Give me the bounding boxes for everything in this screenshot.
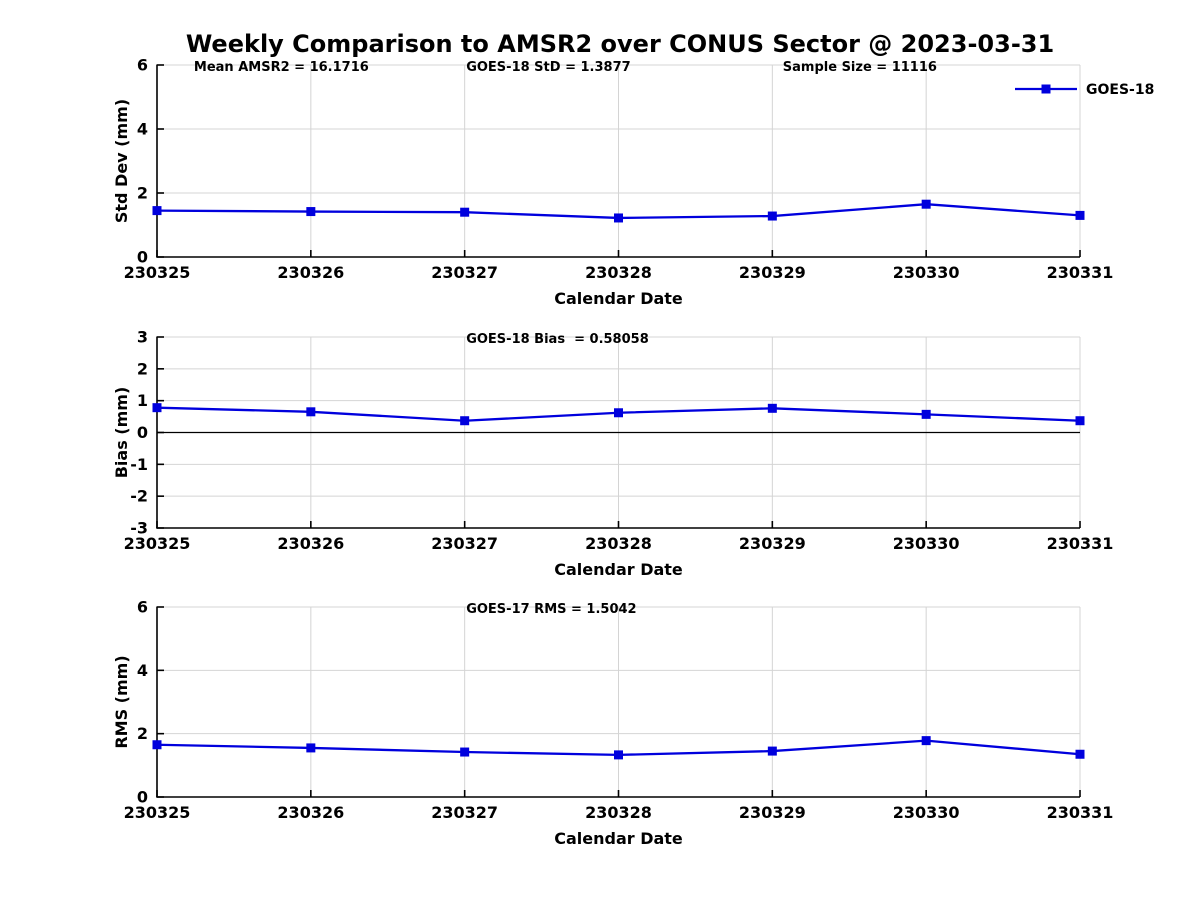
- y-axis-label: Bias (mm): [112, 387, 131, 479]
- plot-annotation: GOES-17 RMS = 1.5042: [466, 602, 636, 617]
- data-point-marker: [152, 403, 162, 413]
- data-point-marker: [1075, 749, 1085, 759]
- plot-annotation: Sample Size = 11116: [783, 60, 937, 75]
- y-tick-label: 3: [137, 328, 148, 347]
- data-point-marker: [152, 740, 162, 750]
- x-tick-label: 230330: [893, 263, 960, 282]
- data-point-marker: [921, 409, 931, 419]
- data-point-marker: [614, 408, 623, 418]
- plot-annotation: Mean AMSR2 = 16.1716: [194, 60, 369, 75]
- y-tick-label: 1: [137, 391, 148, 410]
- data-point-marker: [614, 213, 623, 223]
- x-tick-label: 230326: [277, 263, 344, 282]
- legend-label: GOES-18: [1086, 82, 1154, 98]
- data-point-marker: [306, 207, 316, 217]
- y-tick-label: 0: [137, 788, 148, 807]
- x-tick-label: 230328: [585, 803, 652, 822]
- x-tick-label: 230325: [124, 263, 191, 282]
- data-point-marker: [306, 407, 316, 417]
- x-tick-label: 230331: [1047, 263, 1114, 282]
- y-axis-label: RMS (mm): [112, 655, 131, 748]
- subplot-std-dev-mm-: 0 2 4 6 230325 230326 230327 230328 230329 230330…: [112, 56, 1154, 309]
- y-tick-label: 6: [137, 56, 148, 75]
- chart-title: Weekly Comparison to AMSR2 over CONUS Se…: [185, 30, 1055, 58]
- x-axis-label: Calendar Date: [554, 289, 683, 308]
- x-tick-label: 230330: [893, 534, 960, 553]
- y-tick-label: -1: [130, 455, 148, 474]
- data-point-marker: [767, 746, 777, 756]
- x-tick-label: 230325: [124, 803, 191, 822]
- y-tick-label: 4: [137, 120, 148, 139]
- data-point-marker: [1075, 210, 1085, 220]
- x-tick-label: 230326: [277, 803, 344, 822]
- x-tick-label: 230329: [739, 263, 806, 282]
- plot-annotation: GOES-18 StD = 1.3877: [466, 60, 630, 75]
- x-tick-label: 230327: [431, 803, 498, 822]
- y-tick-label: 2: [137, 724, 148, 743]
- x-tick-label: 230329: [739, 534, 806, 553]
- data-point-marker: [921, 199, 931, 209]
- data-point-marker: [767, 211, 777, 221]
- legend-marker: [1041, 84, 1051, 94]
- y-tick-label: 4: [137, 661, 148, 680]
- x-axis-label: Calendar Date: [554, 829, 683, 848]
- x-tick-label: 230331: [1047, 534, 1114, 553]
- y-tick-label: -2: [130, 487, 148, 506]
- y-tick-label: 0: [137, 248, 148, 267]
- y-tick-label: 0: [137, 423, 148, 442]
- y-axis-label: Std Dev (mm): [112, 99, 131, 223]
- data-point-marker: [1075, 416, 1085, 426]
- data-point-marker: [460, 416, 470, 426]
- x-tick-label: 230328: [585, 263, 652, 282]
- subplot-bias-mm-: -3 -2 -1 0 1 2 3 230325 230326 230327 230328 230329…: [112, 328, 1113, 580]
- y-tick-label: 2: [137, 359, 148, 378]
- data-point-marker: [767, 403, 777, 413]
- x-tick-label: 230329: [739, 803, 806, 822]
- x-tick-label: 230331: [1047, 803, 1114, 822]
- x-tick-label: 230325: [124, 534, 191, 553]
- data-point-marker: [460, 207, 470, 217]
- x-tick-label: 230330: [893, 803, 960, 822]
- x-axis-label: Calendar Date: [554, 560, 683, 579]
- data-point-marker: [306, 743, 316, 753]
- data-point-marker: [614, 750, 623, 760]
- x-tick-label: 230327: [431, 534, 498, 553]
- x-tick-label: 230327: [431, 263, 498, 282]
- data-point-marker: [152, 206, 162, 216]
- y-tick-label: 6: [137, 598, 148, 617]
- data-point-marker: [921, 736, 931, 746]
- x-tick-label: 230326: [277, 534, 344, 553]
- y-tick-label: 2: [137, 184, 148, 203]
- plot-annotation: GOES-18 Bias = 0.58058: [466, 332, 649, 347]
- subplot-rms-mm-: 0 2 4 6 230325 230326 230327 230328 230329 230330…: [112, 598, 1113, 849]
- legend: GOES-18: [1015, 82, 1154, 98]
- data-point-marker: [460, 747, 470, 757]
- x-tick-label: 230328: [585, 534, 652, 553]
- y-tick-label: -3: [130, 519, 148, 538]
